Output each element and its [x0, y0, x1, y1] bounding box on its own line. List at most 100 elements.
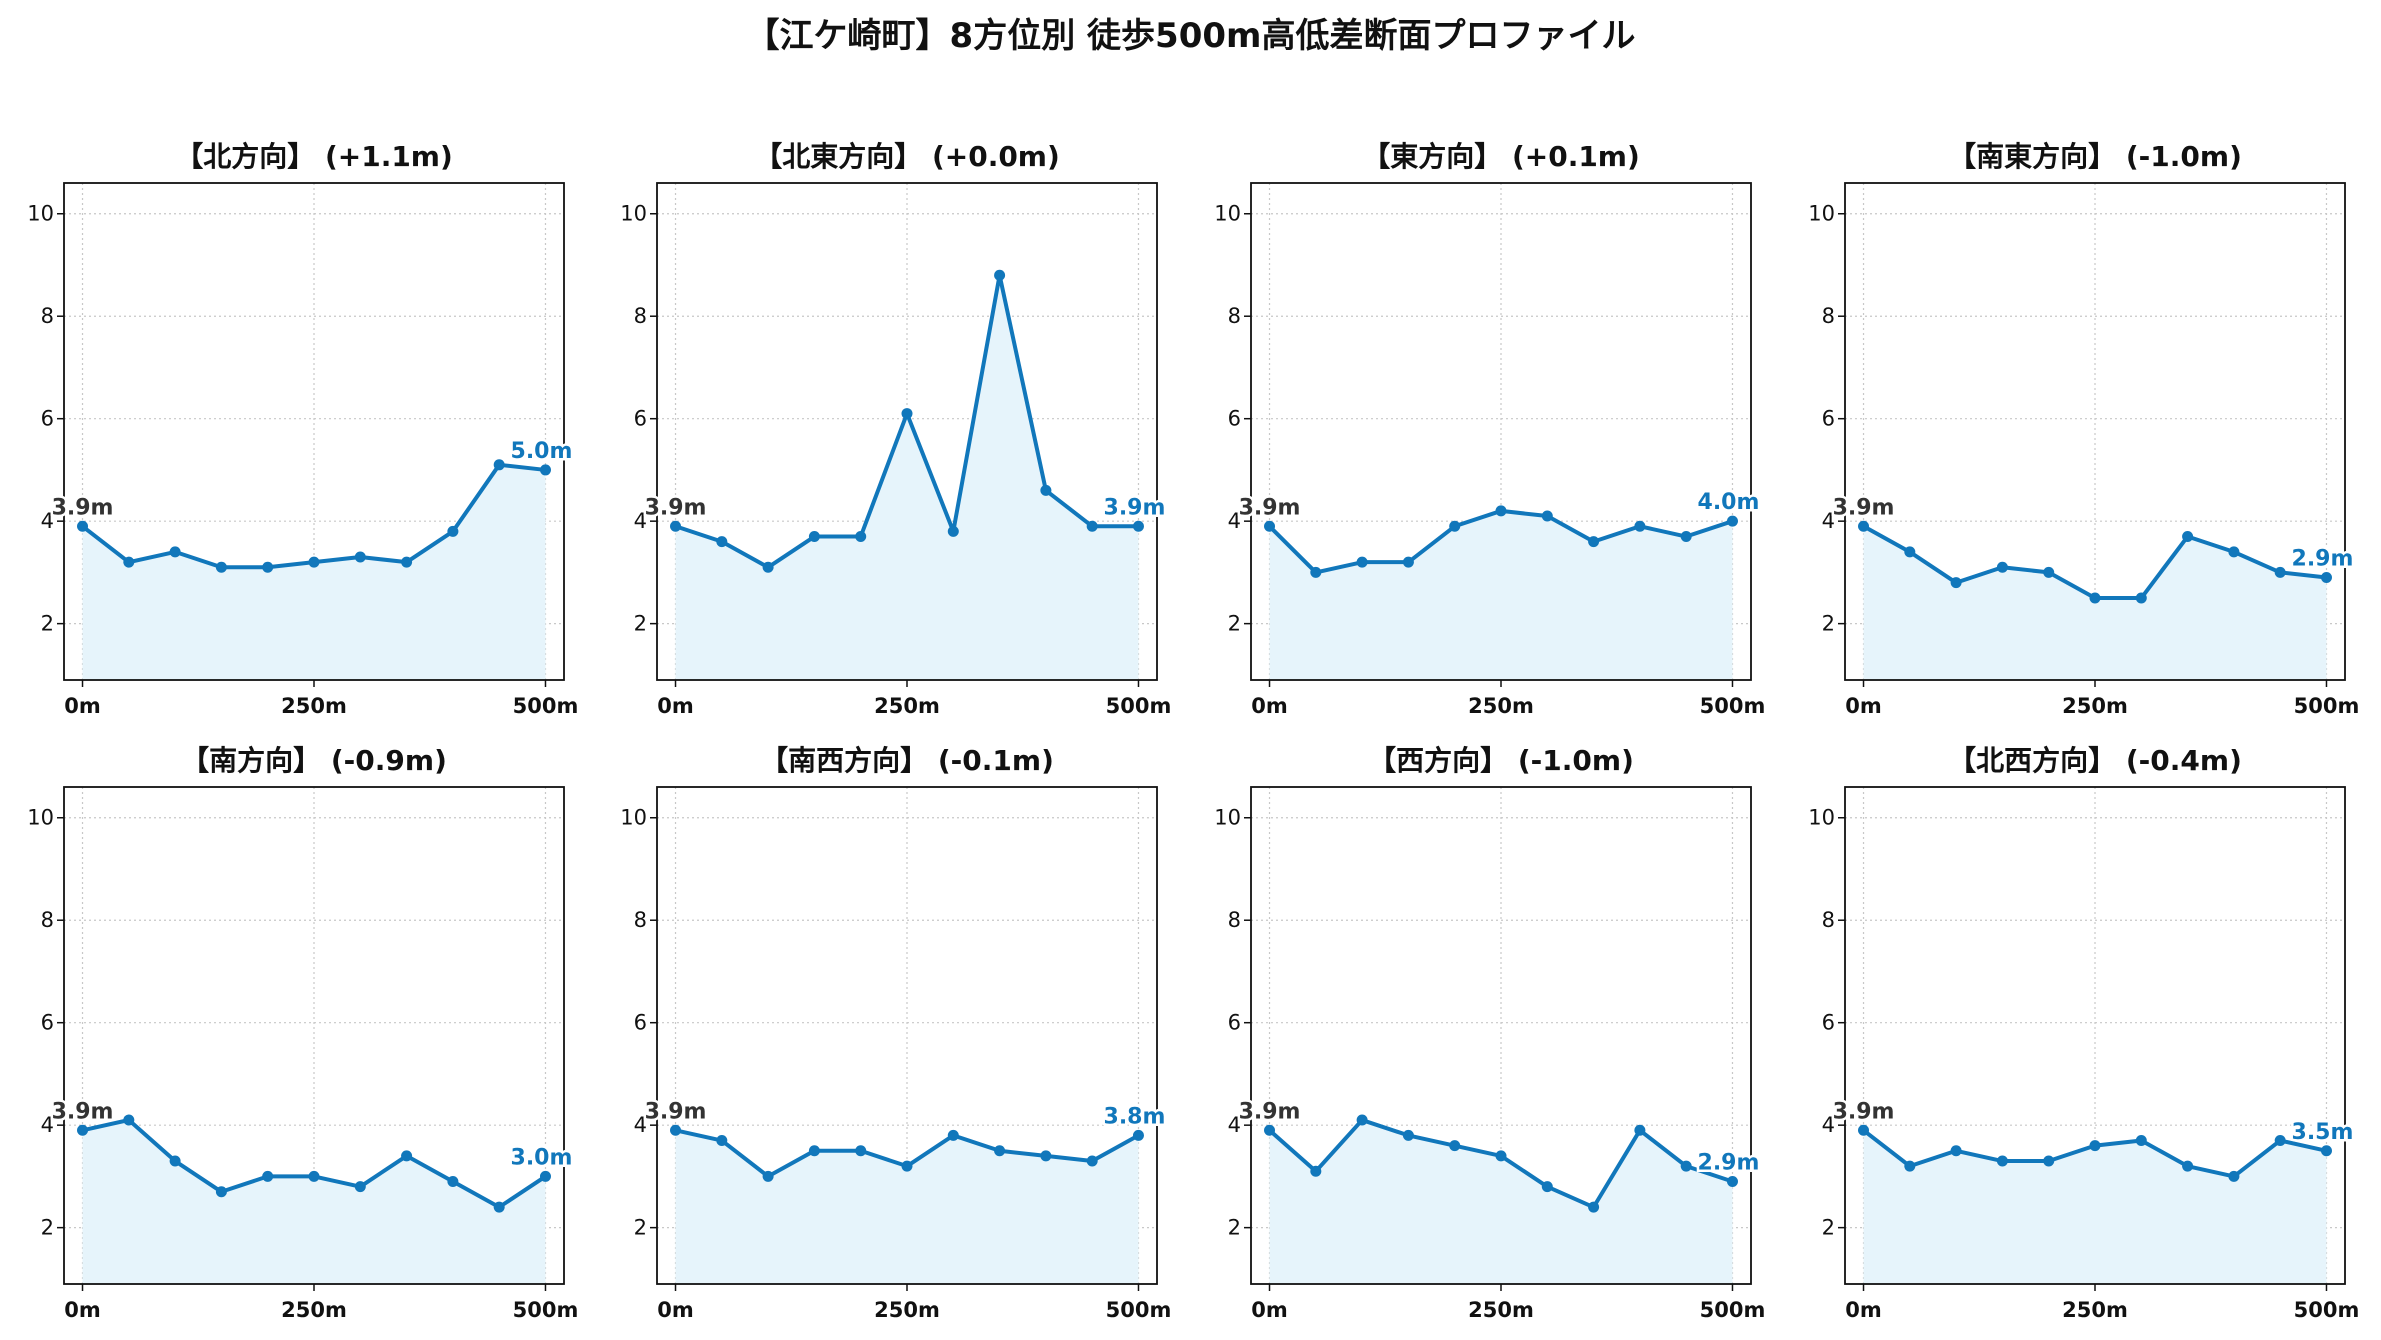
x-tick-label: 250m: [1468, 1298, 1534, 1322]
data-point: [77, 520, 89, 532]
data-point: [262, 1170, 274, 1182]
data-point: [2274, 1135, 2286, 1147]
elevation-area: [675, 275, 1139, 680]
data-point: [1449, 520, 1461, 532]
subplot-title: 【南方向】 (-0.9m): [181, 744, 447, 777]
data-point: [901, 408, 913, 420]
figure-title: 【江ケ崎町】8方位別 徒歩500m高低差断面プロファイル: [745, 16, 1636, 56]
y-tick-label: 8: [634, 304, 647, 328]
data-point: [401, 556, 413, 568]
data-point: [1858, 1124, 1870, 1136]
subplot-2: 【北東方向】 (+0.0m) 2 4 6 8 10 0m 250m 500m 3.9m 3.9m: [620, 140, 1171, 718]
data-point: [1858, 520, 1870, 532]
y-tick-label: 4: [41, 509, 54, 533]
y-tick-label: 6: [1228, 1011, 1241, 1035]
data-point: [947, 525, 959, 537]
start-elevation-label: 3.9m: [1833, 1099, 1895, 1124]
subplot-title: 【北西方向】 (-0.4m): [1948, 744, 2242, 777]
end-elevation-label: 3.0m: [511, 1145, 573, 1170]
data-point: [1402, 556, 1414, 568]
end-elevation-label: 3.9m: [1104, 495, 1166, 520]
subplot-5: 【南方向】 (-0.9m) 2 4 6 8 10 0m 250m 500m 3.9m 3.0m: [27, 744, 578, 1322]
subplot-title: 【南東方向】 (-1.0m): [1948, 140, 2242, 173]
y-tick-label: 10: [1808, 806, 1835, 830]
data-point: [1264, 520, 1276, 532]
elevation-area: [1269, 510, 1733, 680]
elevation-area: [82, 464, 546, 680]
start-elevation-label: 3.9m: [1239, 495, 1301, 520]
data-point: [1356, 1114, 1368, 1126]
data-point: [1264, 1124, 1276, 1136]
data-point: [762, 561, 774, 573]
data-point: [2135, 592, 2147, 604]
subplot-1: 【北方向】 (+1.1m) 2 4 6 8 10 0m 250m 500m 3.9m 5.0m: [27, 140, 578, 718]
elevation-area: [1269, 1120, 1733, 1284]
data-point: [716, 536, 728, 548]
data-point: [401, 1150, 413, 1162]
end-elevation-label: 2.9m: [2292, 547, 2354, 572]
data-point: [2320, 572, 2332, 584]
data-point: [1402, 1129, 1414, 1141]
y-tick-label: 6: [1822, 407, 1835, 431]
x-tick-label: 500m: [513, 694, 579, 718]
x-tick-label: 500m: [1700, 694, 1766, 718]
data-point: [1086, 520, 1098, 532]
data-point: [1726, 515, 1738, 527]
y-tick-label: 8: [634, 908, 647, 932]
data-point: [169, 1155, 181, 1167]
x-tick-label: 500m: [1700, 1298, 1766, 1322]
y-tick-label: 6: [41, 407, 54, 431]
start-elevation-label: 3.9m: [52, 495, 114, 520]
x-tick-label: 250m: [874, 1298, 940, 1322]
y-tick-label: 4: [1228, 509, 1241, 533]
x-tick-label: 500m: [513, 1298, 579, 1322]
y-tick-label: 8: [1228, 304, 1241, 328]
y-tick-label: 10: [620, 806, 647, 830]
y-tick-label: 10: [620, 202, 647, 226]
y-tick-label: 8: [41, 304, 54, 328]
end-elevation-label: 4.0m: [1698, 490, 1760, 515]
y-tick-label: 2: [1228, 612, 1241, 636]
data-point: [2228, 546, 2240, 558]
data-point: [493, 1201, 505, 1213]
end-elevation-label: 3.5m: [2292, 1120, 2354, 1145]
data-point: [2043, 1155, 2055, 1167]
x-tick-label: 500m: [1106, 1298, 1172, 1322]
data-point: [262, 561, 274, 573]
elevation-area: [82, 1120, 546, 1284]
data-point: [1449, 1140, 1461, 1152]
y-tick-label: 10: [1214, 806, 1241, 830]
y-tick-label: 2: [1822, 1216, 1835, 1240]
data-point: [1495, 505, 1507, 517]
x-tick-label: 250m: [1468, 694, 1534, 718]
y-tick-label: 2: [41, 1216, 54, 1240]
subplot-4: 【南東方向】 (-1.0m) 2 4 6 8 10 0m 250m 500m 3.9m 2.9m: [1808, 140, 2359, 718]
x-tick-label: 0m: [657, 694, 694, 718]
data-point: [1996, 1155, 2008, 1167]
data-point: [670, 520, 682, 532]
y-tick-label: 6: [1822, 1011, 1835, 1035]
data-point: [308, 1170, 320, 1182]
data-point: [855, 531, 867, 543]
data-point: [354, 551, 366, 563]
y-tick-label: 10: [27, 806, 54, 830]
data-point: [215, 561, 227, 573]
y-tick-label: 6: [1228, 407, 1241, 431]
data-point: [901, 1160, 913, 1172]
x-tick-label: 0m: [64, 694, 101, 718]
data-point: [2089, 592, 2101, 604]
y-tick-label: 2: [1822, 612, 1835, 636]
data-point: [1680, 1160, 1692, 1172]
data-point: [1132, 520, 1144, 532]
subplot-title: 【南西方向】 (-0.1m): [760, 744, 1054, 777]
data-point: [994, 1145, 1006, 1157]
subplot-6: 【南西方向】 (-0.1m) 2 4 6 8 10 0m 250m 500m 3.9m 3.8m: [620, 744, 1171, 1322]
y-tick-label: 10: [27, 202, 54, 226]
data-point: [2135, 1135, 2147, 1147]
y-tick-label: 4: [634, 1113, 647, 1137]
y-tick-label: 2: [634, 612, 647, 636]
data-point: [308, 556, 320, 568]
data-point: [1726, 1176, 1738, 1188]
data-point: [1310, 566, 1322, 578]
